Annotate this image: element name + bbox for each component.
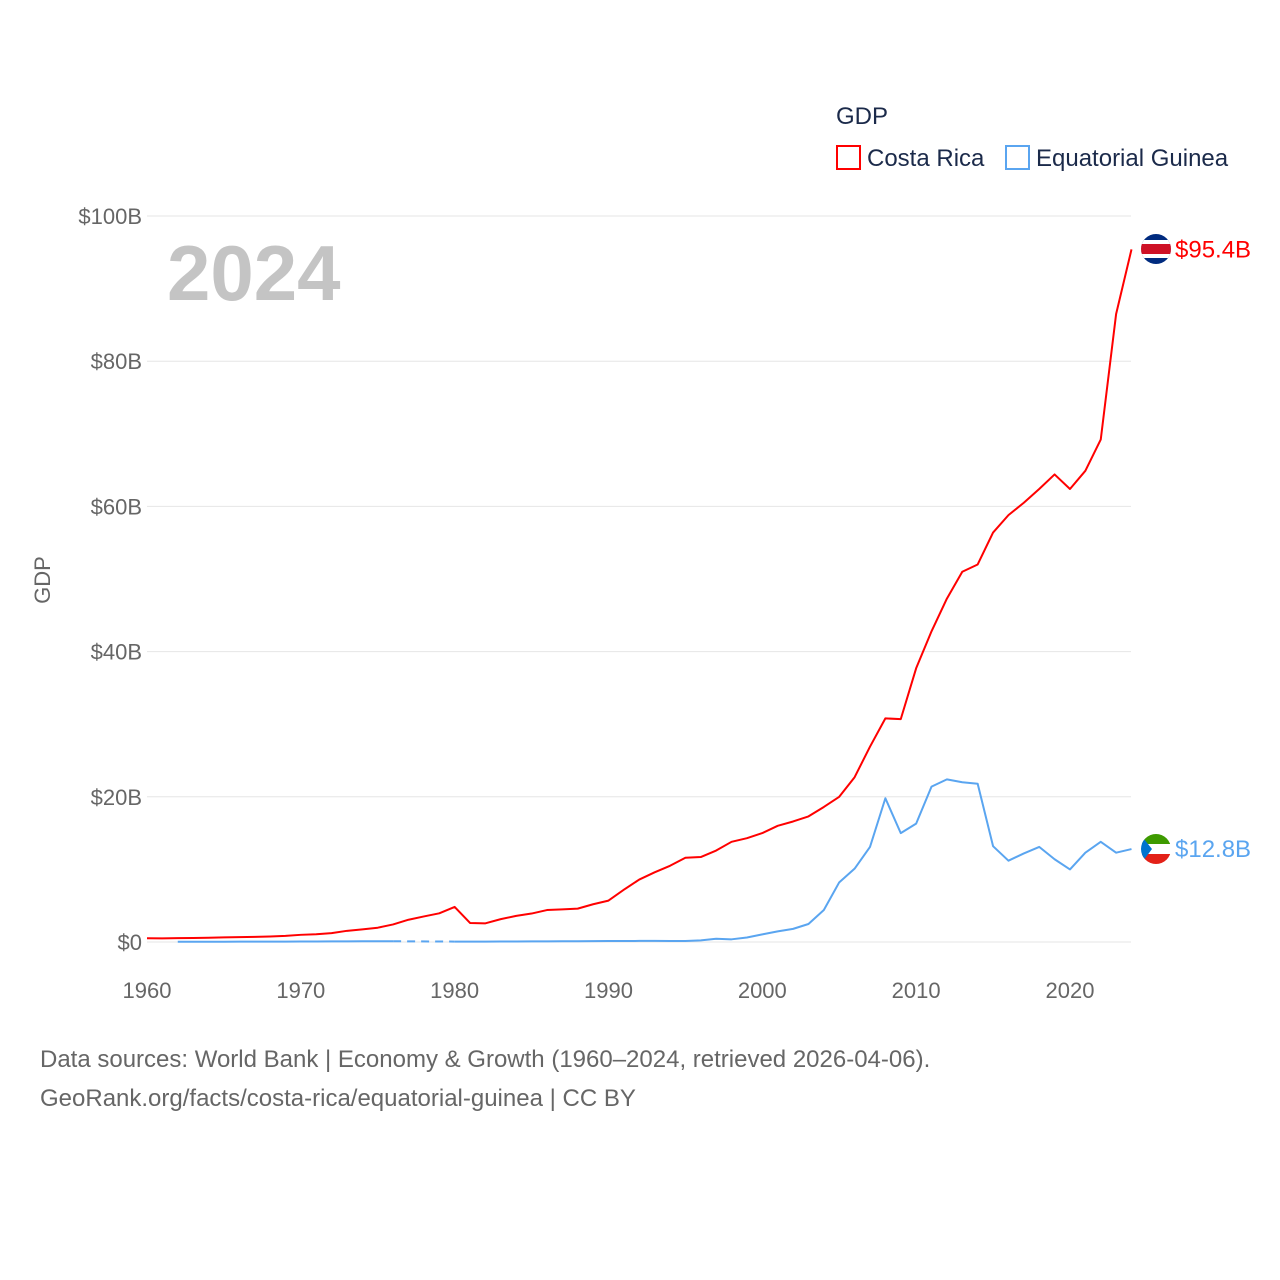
- x-tick-label: 1980: [430, 978, 479, 1003]
- x-tick-label: 2010: [892, 978, 941, 1003]
- legend-title: GDP: [836, 103, 888, 130]
- legend-swatch: [1005, 145, 1030, 170]
- series-line-equatorial-guinea: [177, 940, 394, 943]
- gridlines: [147, 215, 1131, 943]
- y-tick-label: $80B: [91, 349, 142, 374]
- x-axis-ticks: 1960 1970 1980 1990 2000 2010 2020: [123, 978, 1095, 1003]
- series-line-equatorial-guinea: [454, 778, 1132, 943]
- y-axis-ticks: $0 $20B $40B $60B $80B $100B: [78, 204, 142, 955]
- x-tick-label: 1960: [123, 978, 172, 1003]
- footer-sources: Data sources: World Bank | Economy & Gro…: [40, 1046, 931, 1073]
- legend-label: Costa Rica: [867, 145, 985, 172]
- y-tick-label: $0: [118, 930, 142, 955]
- x-tick-label: 1990: [584, 978, 633, 1003]
- series-lines: [146, 249, 1133, 943]
- costa-rica-flag-icon: [1141, 234, 1171, 264]
- legend-label: Equatorial Guinea: [1036, 145, 1229, 172]
- y-tick-label: $40B: [91, 640, 142, 665]
- footer-link[interactable]: GeoRank.org/facts/costa-rica/equatorial-…: [40, 1085, 636, 1112]
- legend: GDP Costa Rica Equatorial Guinea: [836, 103, 1229, 172]
- legend-item-equatorial-guinea[interactable]: Equatorial Guinea: [1005, 145, 1229, 172]
- series-end-label: $12.8B: [1175, 836, 1251, 863]
- y-axis-label: GDP: [30, 556, 55, 604]
- year-watermark: 2024: [167, 229, 341, 317]
- legend-item-costa-rica[interactable]: Costa Rica: [836, 145, 985, 172]
- y-tick-label: $100B: [78, 204, 142, 229]
- series-end-labels: $95.4B $12.8B: [1175, 236, 1251, 863]
- equatorial-guinea-flag-icon: [1141, 834, 1171, 864]
- x-tick-label: 2020: [1045, 978, 1094, 1003]
- y-tick-label: $60B: [91, 494, 142, 519]
- x-tick-label: 1970: [276, 978, 325, 1003]
- y-tick-label: $20B: [91, 785, 142, 810]
- series-end-label: $95.4B: [1175, 236, 1251, 263]
- legend-swatch: [836, 145, 861, 170]
- x-tick-label: 2000: [738, 978, 787, 1003]
- series-line-costa-rica: [146, 249, 1133, 940]
